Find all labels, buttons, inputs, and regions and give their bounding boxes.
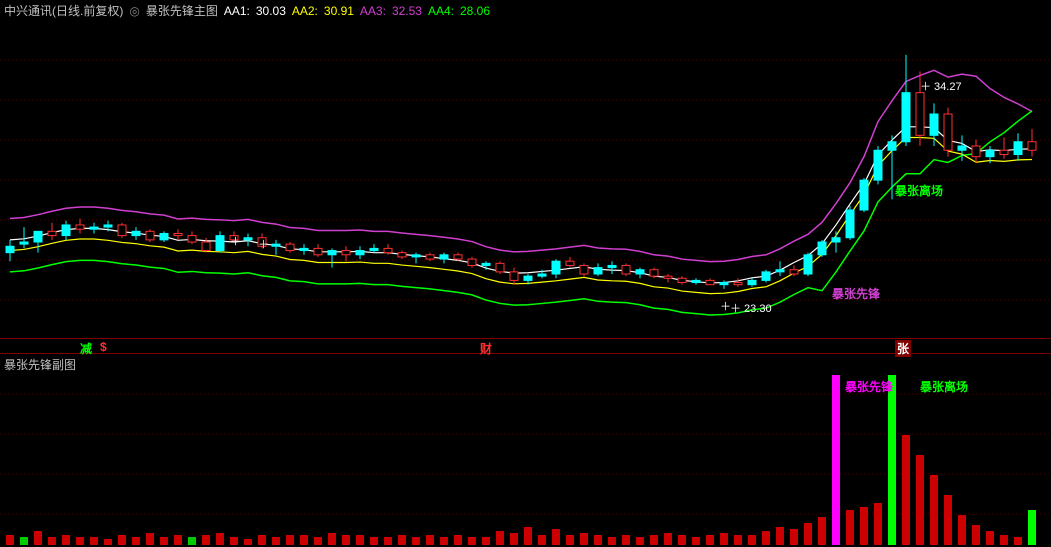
aa4-label: AA4: [428,4,454,18]
aa2-label: AA2: [292,4,318,18]
sub-volume-chart[interactable] [0,354,1051,547]
aa1-label: AA1: [224,4,250,18]
sub-chart-annotation: 暴张离场 [920,378,968,395]
separator-icon: ◎ [129,4,139,18]
mid-bar-marker: $ [100,340,107,354]
svg-text:＋: ＋ [720,301,731,313]
svg-text:＋ 23.30: ＋ 23.30 [730,303,772,315]
main-candlestick-chart[interactable]: ＋ 34.27＋ 23.30＋＋＋暴张离场暴张先锋 [0,0,1051,345]
sub-chart-annotation: 暴张先锋 [845,378,893,395]
svg-text:暴张先锋: 暴张先锋 [831,286,881,301]
svg-text:＋: ＋ [258,239,269,251]
chart-header: 中兴通讯(日线.前复权) ◎ 暴张先锋主图 AA1: 30.03 AA2: 30… [4,2,490,19]
indicator-name: 暴张先锋主图 [146,2,218,19]
svg-text:＋: ＋ [230,236,241,248]
aa2-value: 30.91 [324,4,354,18]
mid-status-bar: 减$财张 [0,338,1051,354]
stock-title: 中兴通讯(日线.前复权) [4,2,123,19]
svg-text:＋ 34.27: ＋ 34.27 [920,81,962,93]
aa3-value: 32.53 [392,4,422,18]
aa1-value: 30.03 [256,4,286,18]
aa3-label: AA3: [360,4,386,18]
sub-chart-title: 暴张先锋副图 [4,356,76,373]
svg-text:暴张离场: 暴张离场 [894,183,943,198]
aa4-value: 28.06 [460,4,490,18]
